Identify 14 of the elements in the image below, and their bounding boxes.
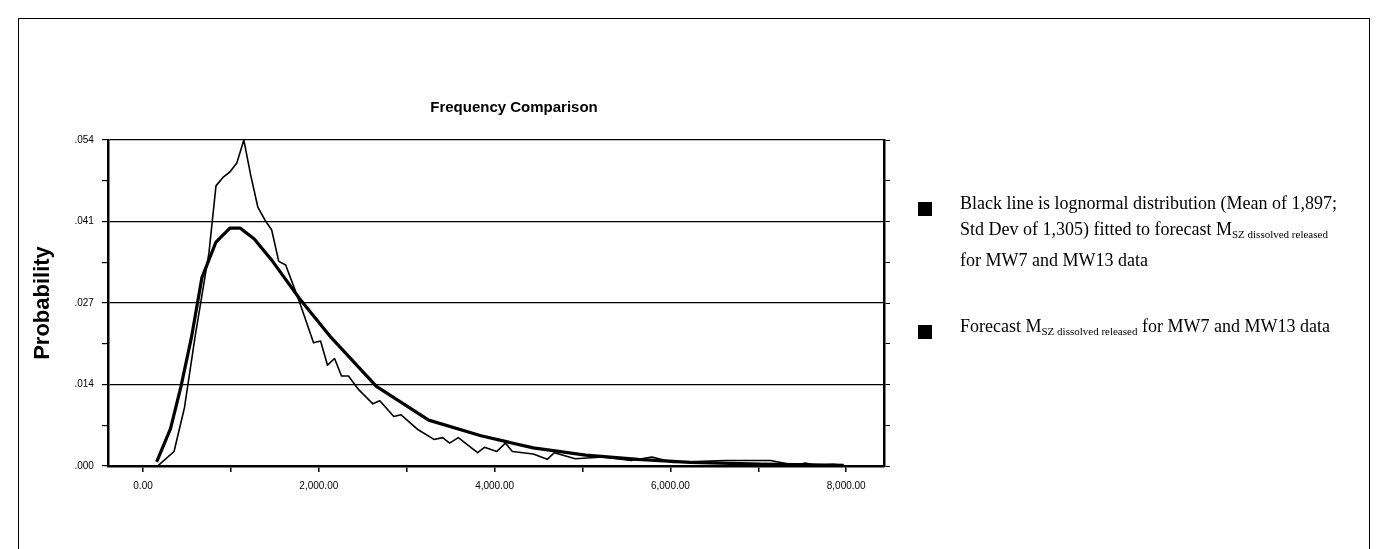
y-tick-label: .014 (74, 378, 95, 390)
x-tick-label: 4,000.00 (475, 479, 515, 491)
y-tick-label: .027 (74, 296, 95, 308)
y-tick-label: .041 (74, 215, 95, 227)
x-tick-label: 6,000.00 (650, 479, 691, 491)
text: Black line is lognormal distribution (Mean of 1,897; Std Dev of 1,305) fitted to forecast M$_{SZ dissolved released}$ for MW7 and MW13 data (960, 193, 1337, 270)
y-tick-label: .000 (74, 459, 95, 471)
chart-title: Frequency Comparison (429, 98, 599, 115)
x-tick-label: 8,000.00 (826, 479, 867, 491)
legend-label: Forecast M$_{SZ dissolved released}$ for MW7 and MW13 data (960, 315, 1330, 339)
x-tick-label: 2,000.00 (299, 479, 339, 491)
y-tick-label: .054 (74, 133, 95, 145)
x-tick-label: 0.00 (133, 479, 154, 491)
y-axis-title: Probability (29, 245, 55, 360)
